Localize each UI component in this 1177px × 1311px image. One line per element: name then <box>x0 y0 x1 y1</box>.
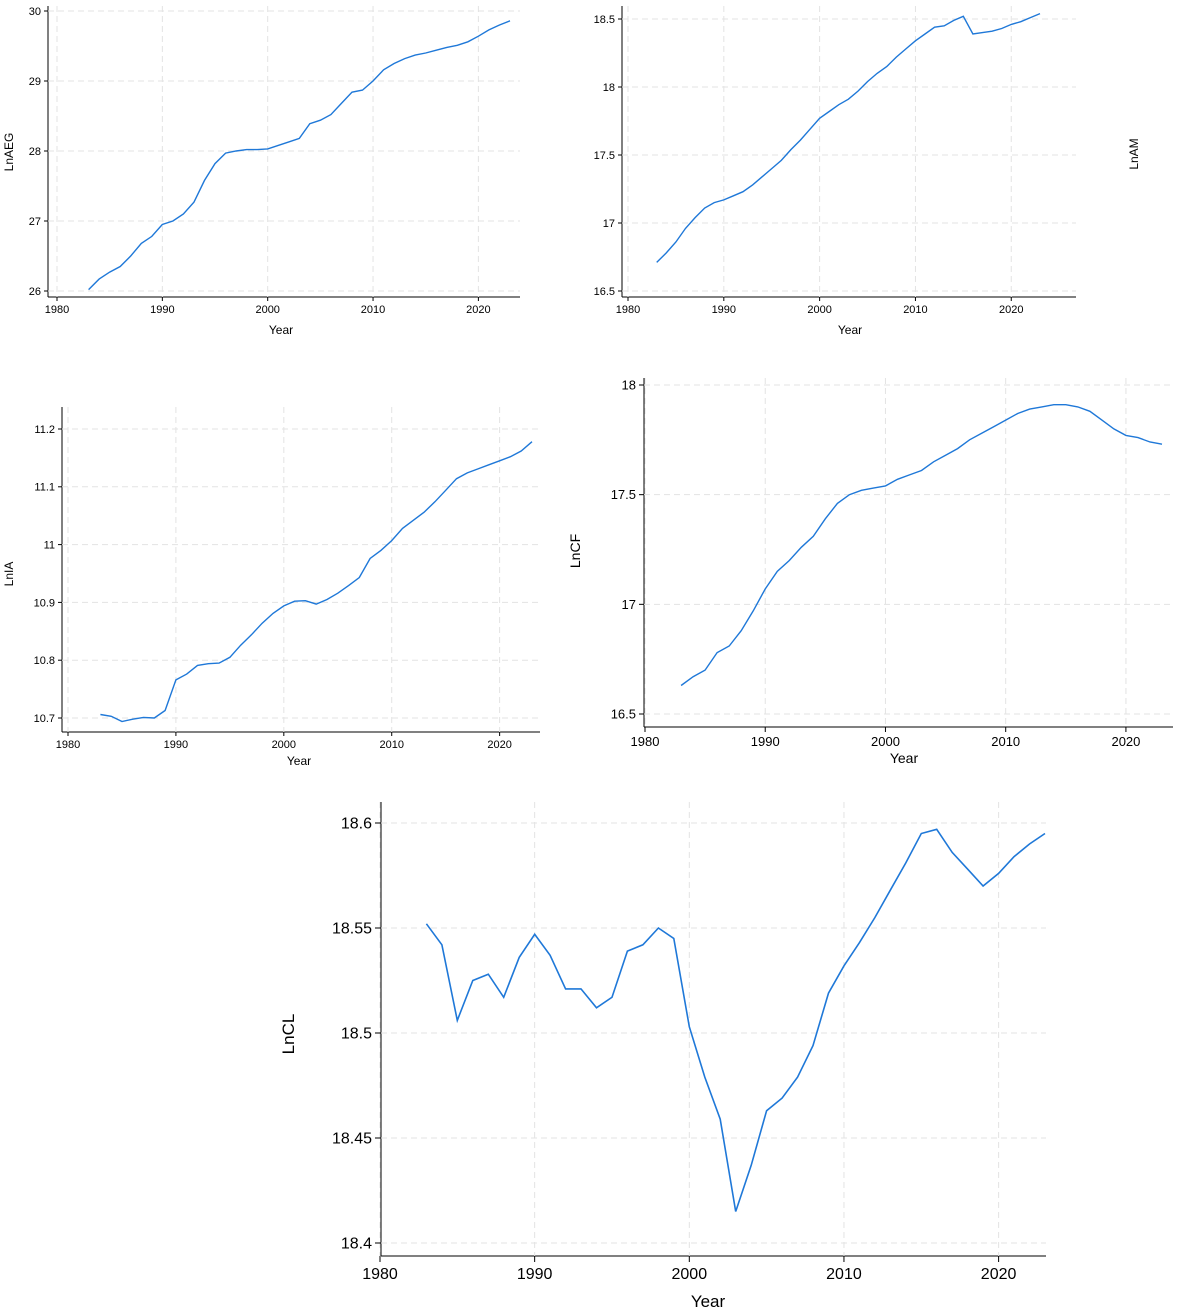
x-ticks: 1980 1990 2000 2010 2020 <box>45 297 491 316</box>
x-tick-label: 2010 <box>903 304 927 316</box>
x-tick-label: 2000 <box>672 1266 708 1283</box>
x-tick-label: 1980 <box>362 1266 398 1283</box>
y-tick-label: 16.5 <box>611 707 636 722</box>
y-tick-label: 11.2 <box>34 424 55 436</box>
y-tick-label: 11.1 <box>34 482 55 494</box>
y-ticks: 16.5 17 17.5 18 <box>611 378 644 722</box>
x-ticks: 1980 1990 2000 2010 2020 <box>616 297 1023 316</box>
y-tick-label: 28 <box>29 146 41 158</box>
x-tick-label: 2020 <box>999 304 1023 316</box>
y-axis-label: LnCL <box>279 1014 298 1055</box>
y-tick-label: 18.6 <box>341 816 372 833</box>
y-ticks: 26 27 28 29 30 <box>29 6 48 298</box>
x-axis-label: Year <box>890 750 919 766</box>
series-line-lnam <box>656 12 1041 263</box>
x-tick-label: 2020 <box>1111 734 1140 749</box>
chart-lncf: 16.5 17 17.5 18 1980 1990 2000 2010 2020 Year L… <box>567 378 1173 766</box>
x-ticks: 1980 1990 2000 2010 2020 <box>631 727 1140 749</box>
x-ticks: 1980 1990 2000 2010 2020 <box>56 732 512 751</box>
x-tick-label: 2010 <box>826 1266 862 1283</box>
y-tick-label: 18.5 <box>341 1026 372 1043</box>
chart-lnam: 16.5 17 17.5 18 18.5 1980 1990 2000 2010 2020 Ye… <box>594 6 1141 337</box>
gridlines <box>622 6 1076 297</box>
y-tick-label: 18.4 <box>341 1236 372 1253</box>
x-axis-label: Year <box>269 323 293 337</box>
gridlines <box>48 6 520 297</box>
y-tick-label: 17 <box>622 597 636 612</box>
gridlines <box>379 802 1046 1256</box>
x-tick-label: 2020 <box>466 304 490 316</box>
x-tick-label: 2010 <box>361 304 385 316</box>
y-tick-label: 26 <box>29 286 41 298</box>
chart-lnia: 10.7 10.8 10.9 11 11.1 11.2 1980 1990 2000 2010 2… <box>2 407 540 768</box>
chart-lncl: 18.4 18.45 18.5 18.55 18.6 1980 1990 2000 2010 2… <box>279 802 1046 1311</box>
y-ticks: 10.7 10.8 10.9 11 11.1 11.2 <box>34 424 62 725</box>
chart-lnaeg: 26 27 28 29 30 1980 1990 2000 2010 2020 Year LnA… <box>2 6 520 337</box>
gridlines <box>644 378 1173 727</box>
x-tick-label: 2000 <box>807 304 831 316</box>
x-axis-label: Year <box>838 323 862 337</box>
y-tick-label: 17.5 <box>611 487 636 502</box>
y-tick-label: 27 <box>29 216 41 228</box>
x-tick-label: 2000 <box>272 739 296 751</box>
y-axis-label: LnAEG <box>2 133 16 172</box>
y-tick-label: 18 <box>603 82 615 94</box>
y-tick-label: 11 <box>44 539 55 551</box>
x-tick-label: 2020 <box>487 739 511 751</box>
y-tick-label: 18.45 <box>332 1131 372 1148</box>
series-line-lncf <box>680 404 1163 687</box>
y-ticks: 16.5 17 17.5 18 18.5 <box>594 14 622 298</box>
x-tick-label: 1980 <box>616 304 640 316</box>
y-tick-label: 30 <box>29 6 41 18</box>
x-tick-label: 2010 <box>379 739 403 751</box>
x-tick-label: 2010 <box>991 734 1020 749</box>
y-tick-label: 17 <box>603 218 615 230</box>
y-tick-label: 10.7 <box>34 713 55 725</box>
x-tick-label: 1990 <box>517 1266 553 1283</box>
y-tick-label: 10.8 <box>34 655 55 667</box>
x-tick-label: 1990 <box>150 304 174 316</box>
x-tick-label: 1990 <box>751 734 780 749</box>
y-tick-label: 17.5 <box>594 150 615 162</box>
series-line-lnaeg <box>88 20 511 291</box>
y-tick-label: 16.5 <box>594 286 615 298</box>
y-ticks: 18.4 18.45 18.5 18.55 18.6 <box>332 816 381 1253</box>
x-tick-label: 1990 <box>712 304 736 316</box>
x-ticks: 1980 1990 2000 2010 2020 <box>362 1256 1017 1283</box>
y-tick-label: 29 <box>29 76 41 88</box>
gridlines <box>62 407 540 732</box>
x-tick-label: 1990 <box>164 739 188 751</box>
x-tick-label: 1980 <box>631 734 660 749</box>
x-axis-label: Year <box>287 754 311 768</box>
x-tick-label: 1980 <box>56 739 80 751</box>
x-tick-label: 1980 <box>45 304 69 316</box>
y-tick-label: 18.55 <box>332 921 372 938</box>
y-axis-label: LnAM <box>1127 138 1141 169</box>
y-axis-label-visible: LnCF <box>567 534 583 568</box>
x-tick-label: 2020 <box>981 1266 1017 1283</box>
x-tick-label: 2000 <box>871 734 900 749</box>
y-tick-label: 10.9 <box>34 597 55 609</box>
series-line-lnia <box>100 441 533 723</box>
y-tick-label: 18.5 <box>594 14 615 26</box>
y-axis-label: LnIA <box>2 562 16 587</box>
series-line-lncl <box>425 828 1046 1212</box>
y-tick-label: 18 <box>622 378 636 393</box>
x-tick-label: 2000 <box>255 304 279 316</box>
x-axis-label: Year <box>691 1292 726 1311</box>
